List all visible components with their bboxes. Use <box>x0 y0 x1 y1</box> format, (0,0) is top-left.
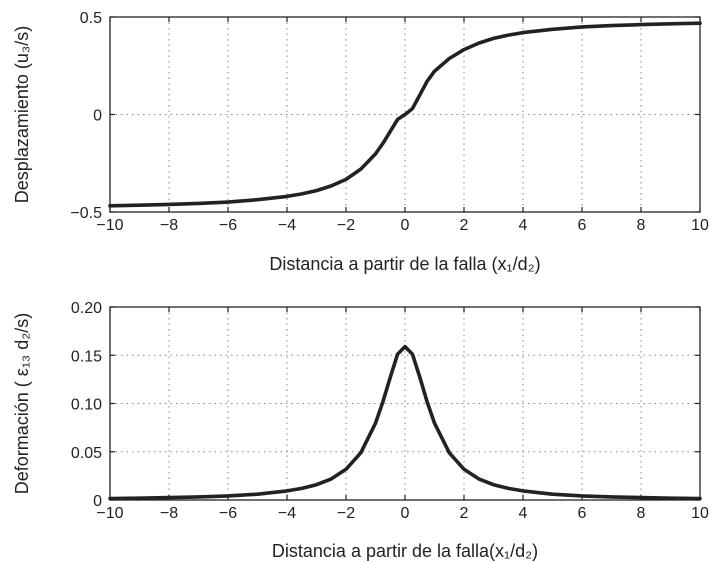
strain-x-tick-label: 10 <box>691 505 709 522</box>
displacement-y-axis-label: Desplazamiento (u₃/s) <box>12 26 32 203</box>
displacement-x-axis-label: Distancia a partir de la falla (x₁/d₂) <box>269 254 540 274</box>
strain-y-tick-label: 0.10 <box>71 397 102 414</box>
strain-x-tick-label: 0 <box>401 505 410 522</box>
displacement-x-tick-label: 6 <box>578 217 587 234</box>
strain-x-tick-label: 4 <box>519 505 528 522</box>
displacement-x-tick-label: −4 <box>278 217 296 234</box>
displacement-x-tick-label: −10 <box>96 217 123 234</box>
strain-y-tick-label: 0 <box>93 493 102 510</box>
strain-x-tick-label: −8 <box>160 505 178 522</box>
displacement-x-tick-label: −6 <box>219 217 237 234</box>
strain-y-tick-label: 0.20 <box>71 300 102 317</box>
strain-y-tick-label: 0.05 <box>71 445 102 462</box>
displacement-x-tick-label: 8 <box>637 217 646 234</box>
displacement-x-tick-label: 4 <box>519 217 528 234</box>
strain-x-tick-label: −4 <box>278 505 296 522</box>
strain-chart: −10 −8 −6 −4 −2 0 2 4 6 8 10 0 0.05 0.10 0.15 0.20 Dist… <box>12 300 709 561</box>
displacement-x-tick-label: −8 <box>160 217 178 234</box>
strain-x-tick-label: 6 <box>578 505 587 522</box>
strain-x-tick-label: −6 <box>219 505 237 522</box>
strain-x-tick-label: −10 <box>96 505 123 522</box>
displacement-x-tick-label: 0 <box>401 217 410 234</box>
strain-x-tick-label: −2 <box>337 505 355 522</box>
strain-x-tick-label: 8 <box>637 505 646 522</box>
displacement-chart: −10 −8 −6 −4 −2 0 2 4 6 8 10 −0.5 0 0.5 Distancia a p… <box>12 10 709 274</box>
displacement-curve <box>108 21 702 208</box>
displacement-y-tick-label: −0.5 <box>70 205 102 222</box>
strain-y-axis-label: Deformación ( ε₁₃ d₂/s) <box>12 313 32 494</box>
displacement-y-tick-label: 0.5 <box>80 10 102 27</box>
displacement-x-tick-label: 2 <box>460 217 469 234</box>
displacement-x-tick-label: 10 <box>691 217 709 234</box>
strain-x-tick-label: 2 <box>460 505 469 522</box>
displacement-y-tick-label: 0 <box>93 108 102 125</box>
displacement-x-tick-label: −2 <box>337 217 355 234</box>
strain-y-tick-label: 0.15 <box>71 348 102 365</box>
strain-curve <box>108 344 702 501</box>
strain-x-axis-label: Distancia a partir de la falla(x₁/d₂) <box>272 541 538 561</box>
